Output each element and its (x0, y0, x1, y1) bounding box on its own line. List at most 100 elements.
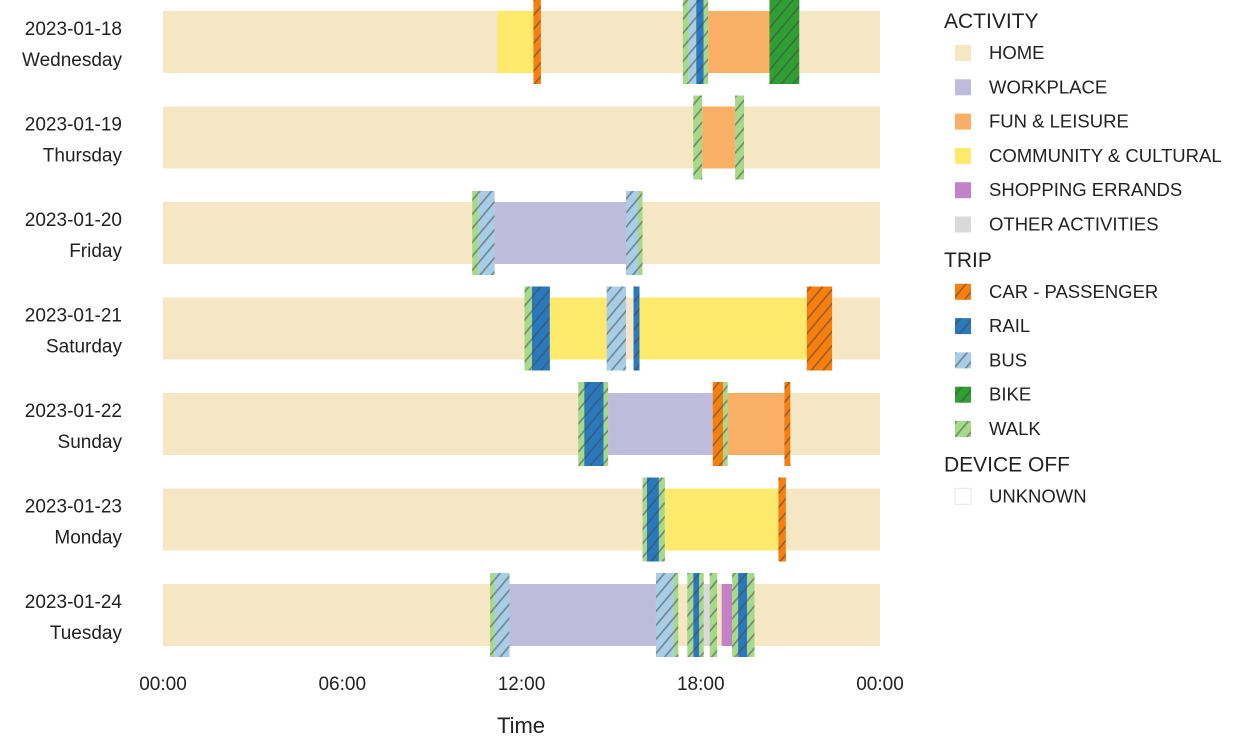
segment-walk (709, 573, 718, 657)
segment-bus (606, 286, 627, 371)
legend-swatch (955, 421, 971, 437)
segment-home (540, 11, 683, 73)
x-tick-label: 00:00 (139, 674, 187, 695)
day-date-label: 2023-01-22 (25, 401, 122, 422)
legend-item-label: RAIL (989, 315, 1030, 336)
segment-home (642, 202, 880, 264)
segment-walk (658, 477, 665, 562)
x-tick-label: 06:00 (318, 674, 366, 695)
segment-walk (578, 382, 585, 466)
day-weekday-label: Monday (54, 528, 122, 549)
legend-swatch (955, 79, 971, 96)
legend-group-title: ACTIVITY (944, 10, 1039, 33)
legend-swatch (954, 487, 972, 505)
segment-community-and-cultural (549, 297, 607, 360)
day-weekday-label: Friday (69, 241, 122, 262)
segment-walk (693, 95, 703, 180)
segment-walk (735, 95, 745, 180)
segment-workplace (494, 202, 627, 264)
legend-item-label: WORKPLACE (989, 76, 1107, 97)
segment-walk (638, 191, 643, 275)
segment-walk (747, 573, 755, 657)
segment-rail (693, 573, 700, 657)
segment-car-passenger (806, 286, 833, 371)
legend-item-label: UNKNOWN (989, 485, 1087, 506)
segment-home (163, 106, 694, 169)
legend-item-label: OTHER ACTIVITIES (989, 214, 1159, 235)
day-rows: 2023-01-18 Wednesday 2023-01-19 Thursday 202… (22, 0, 880, 657)
day-weekday-label: Thursday (43, 146, 123, 167)
segment-bus (494, 573, 510, 657)
segment-bus (478, 191, 495, 275)
day-row: 2023-01-23 Monday (25, 477, 880, 562)
legend-item-label: WALK (989, 418, 1041, 439)
x-tick-label: 18:00 (677, 674, 725, 695)
segment-walk (472, 191, 479, 275)
legend-swatch (955, 283, 971, 300)
legend-swatch (955, 182, 971, 199)
segment-home (163, 488, 643, 551)
segment-home (163, 297, 525, 360)
segment-home (799, 11, 880, 73)
day-weekday-label: Saturday (46, 337, 123, 358)
segment-walk (703, 0, 709, 84)
segment-walk (682, 0, 689, 84)
day-date-label: 2023-01-18 (25, 19, 122, 40)
segment-walk (699, 573, 704, 657)
legend: ACTIVITY HOME WORKPLACE FUN & LEISURE COMMUN… (944, 10, 1222, 506)
x-axis-title: Time (497, 713, 545, 738)
segment-bus (688, 0, 697, 84)
day-date-label: 2023-01-19 (25, 115, 122, 136)
legend-item-label: CAR - PASSENGER (989, 281, 1158, 302)
segment-bike (769, 0, 800, 84)
day-weekday-label: Wednesday (22, 50, 122, 71)
segment-shopping-errands (721, 584, 733, 646)
segment-home (163, 584, 491, 646)
legend-item-label: HOME (989, 42, 1045, 63)
legend-swatch (955, 386, 971, 403)
segment-home (163, 393, 579, 455)
day-row: 2023-01-20 Friday (25, 191, 880, 275)
day-row: 2023-01-18 Wednesday (22, 0, 880, 84)
segment-home (832, 297, 880, 360)
segment-home (754, 584, 880, 646)
legend-swatch (955, 45, 971, 61)
day-date-label: 2023-01-24 (25, 592, 123, 613)
segment-walk (524, 286, 532, 371)
segment-rail (633, 286, 640, 371)
legend-swatch (955, 352, 971, 369)
segment-walk (642, 477, 647, 562)
segment-home (163, 202, 473, 264)
segment-car-passenger (533, 0, 541, 84)
segment-home (790, 393, 880, 455)
segment-car-passenger (784, 382, 791, 466)
day-weekday-label: Tuesday (50, 623, 123, 644)
segment-community-and-cultural (497, 11, 534, 73)
segment-walk (490, 573, 495, 657)
legend-swatch (955, 147, 971, 164)
segment-rail (696, 0, 704, 84)
day-weekday-label: Sunday (58, 432, 123, 453)
x-tick-label: 00:00 (856, 674, 904, 695)
segment-walk (603, 382, 609, 466)
day-date-label: 2023-01-20 (25, 210, 122, 231)
segment-home (717, 584, 722, 646)
legend-item-label: BIKE (989, 384, 1031, 405)
legend-group-title: DEVICE OFF (944, 453, 1070, 476)
segment-rail (584, 382, 604, 466)
legend-swatch (955, 113, 971, 130)
segment-fun-and-leisure (708, 11, 770, 73)
segment-walk (673, 573, 679, 657)
x-tick-label: 12:00 (498, 674, 546, 695)
segment-rail (531, 286, 550, 371)
segment-bus (655, 573, 674, 657)
segment-rail (646, 477, 659, 562)
segment-walk (687, 573, 694, 657)
segment-fun-and-leisure (727, 393, 785, 455)
segment-car-passenger (778, 477, 786, 562)
legend-group-title: TRIP (944, 249, 992, 272)
segment-home (626, 297, 634, 360)
legend-swatch (955, 216, 971, 233)
segment-workplace (608, 393, 713, 455)
